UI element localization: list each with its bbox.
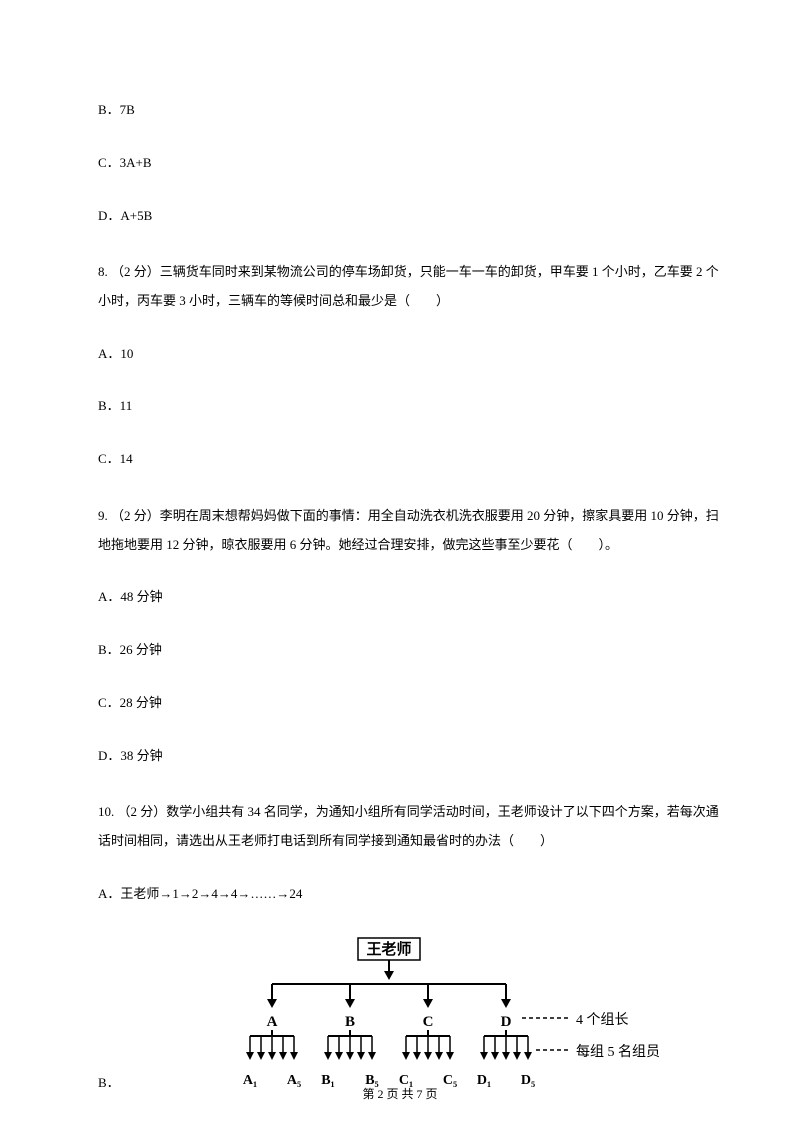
group-d: D — [500, 1014, 511, 1030]
q7-option-b: B．7B — [70, 100, 730, 121]
label-groups: 4 个组长 — [576, 1012, 629, 1028]
q8-option-b: B．11 — [70, 396, 730, 417]
label-members: 每组 5 名组员 — [576, 1044, 660, 1060]
q8-option-a: A．10 — [70, 344, 730, 365]
group-a: A — [266, 1014, 277, 1030]
q10-option-a: A．王老师→1→2→4→4→……→24 — [70, 884, 730, 905]
group-b: B — [345, 1014, 355, 1030]
q7-option-c: C．3A+B — [70, 153, 730, 174]
tree-diagram: 王老师 A B C D 4 个组长 — [240, 936, 670, 1096]
q9-option-a: A．48 分钟 — [70, 587, 730, 608]
q9-option-d: D．38 分钟 — [70, 746, 730, 767]
group-c: C — [422, 1014, 433, 1030]
q9-text: 9. （2 分）李明在周末想帮妈妈做下面的事情：用全自动洗衣机洗衣服要用 20 … — [70, 502, 730, 559]
q9-option-c: C．28 分钟 — [70, 693, 730, 714]
page-footer: 第 2 页 共 7 页 — [0, 1085, 800, 1102]
q8-text: 8. （2 分）三辆货车同时来到某物流公司的停车场卸货，只能一车一车的卸货，甲车… — [70, 258, 730, 315]
q7-option-d: D．A+5B — [70, 206, 730, 227]
q8-option-c: C．14 — [70, 449, 730, 470]
q10-text: 10. （2 分）数学小组共有 34 名同学，为通知小组所有同学活动时间，王老师… — [70, 798, 730, 855]
q10-option-b-row: B． 王老师 A B C D 4 个组长 — [70, 936, 730, 1096]
root-label: 王老师 — [366, 940, 411, 958]
tree-svg: 王老师 A B C D 4 个组长 — [240, 936, 670, 1096]
q9-option-b: B．26 分钟 — [70, 640, 730, 661]
